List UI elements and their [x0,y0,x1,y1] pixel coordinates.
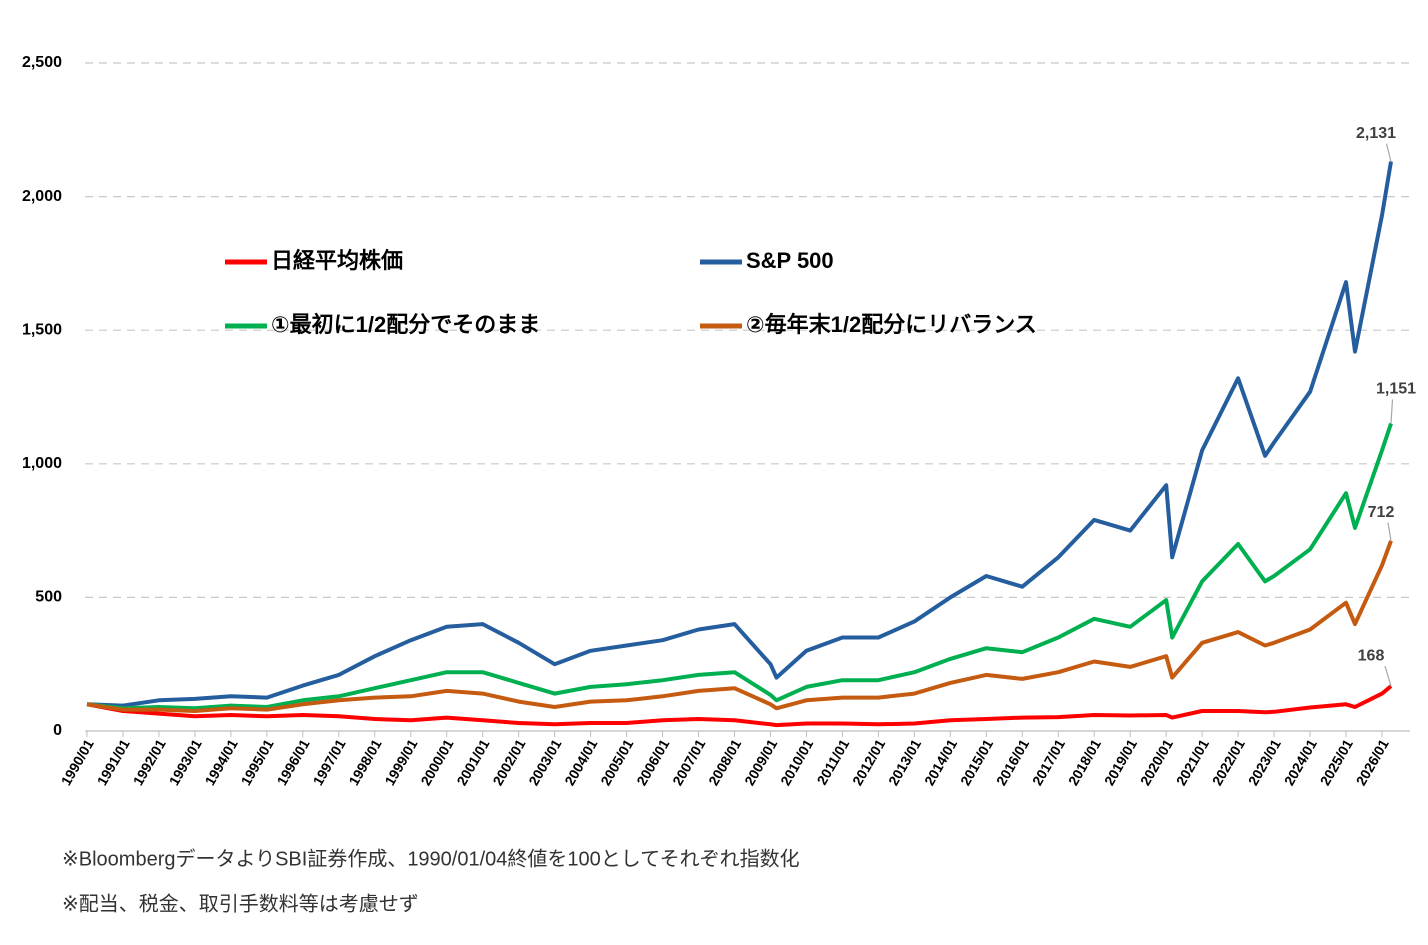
x-tick-label: 2003/01 [525,736,564,788]
x-tick-label: 2021/01 [1173,736,1212,788]
legend-label: ②毎年末1/2配分にリバランス [746,312,1037,337]
x-tick-label: 1993/01 [166,736,205,788]
x-tick-label: 1999/01 [381,736,420,788]
x-tick-label: 1991/01 [94,736,133,788]
leader-line [1390,399,1394,424]
series-line [86,161,1393,708]
value-label: 168 [1358,647,1385,664]
series-line [86,684,1393,728]
x-tick-label: 2016/01 [993,736,1032,788]
value-label: 2,131 [1356,125,1396,142]
x-tick-label: 2024/01 [1281,736,1320,788]
x-tick-label: 2017/01 [1029,736,1068,788]
x-tick-label: 1997/01 [309,736,348,788]
x-tick-label: 2012/01 [849,736,888,788]
x-tick-label: 1998/01 [345,736,384,788]
x-tick-label: 2013/01 [885,736,924,788]
x-tick-label: 2006/01 [633,736,672,788]
y-tick-label: 2,000 [22,188,62,205]
x-tick-label: 1990/01 [58,736,97,788]
x-tick-label: 2010/01 [777,736,816,788]
y-tick-label: 1,500 [22,321,62,338]
footnote: ※配当、税金、取引手数料等は考慮せず [62,892,419,915]
x-tick-label: 2009/01 [741,736,780,788]
y-tick-label: 500 [35,589,62,606]
leader-line [1387,522,1392,541]
leader-line [1385,143,1392,162]
x-tick-label: 2004/01 [561,736,600,788]
x-tick-label: 2011/01 [813,736,852,787]
legend-label: ①最初に1/2配分でそのまま [271,312,540,337]
x-tick-label: 2023/01 [1245,736,1284,788]
x-tick-label: 2001/01 [453,736,492,788]
value-label: 712 [1368,504,1395,521]
footnote: ※BloombergデータよりSBI証券作成、1990/01/04終値を100と… [62,847,800,870]
value-label: 1,151 [1376,381,1416,398]
x-tick-label: 2019/01 [1101,736,1140,788]
x-tick-label: 2008/01 [705,736,744,788]
x-tick-label: 2025/01 [1317,736,1356,788]
x-tick-label: 2018/01 [1065,736,1104,788]
x-tick-label: 2005/01 [597,736,636,788]
x-tick-label: 2000/01 [417,736,456,788]
series-line [86,422,1393,711]
x-tick-label: 1996/01 [273,736,312,788]
legend-label: S&P 500 [746,248,834,273]
x-tick-label: 2007/01 [669,736,708,788]
x-tick-label: 1994/01 [202,736,241,788]
leader-line [1384,665,1392,687]
x-tick-label: 2014/01 [921,736,960,788]
y-tick-label: 2,500 [22,54,62,71]
x-tick-label: 2022/01 [1209,736,1248,788]
series-line [86,540,1393,713]
x-tick-label: 1995/01 [238,736,277,788]
y-tick-label: 0 [53,722,62,739]
x-tick-label: 2026/01 [1353,736,1392,788]
legend-label: 日経平均株価 [271,248,403,273]
x-tick-label: 2002/01 [489,736,528,788]
y-tick-label: 1,000 [22,455,62,472]
x-tick-label: 2015/01 [957,736,996,788]
x-tick-label: 1992/01 [130,736,169,788]
x-tick-label: 2020/01 [1137,736,1176,788]
